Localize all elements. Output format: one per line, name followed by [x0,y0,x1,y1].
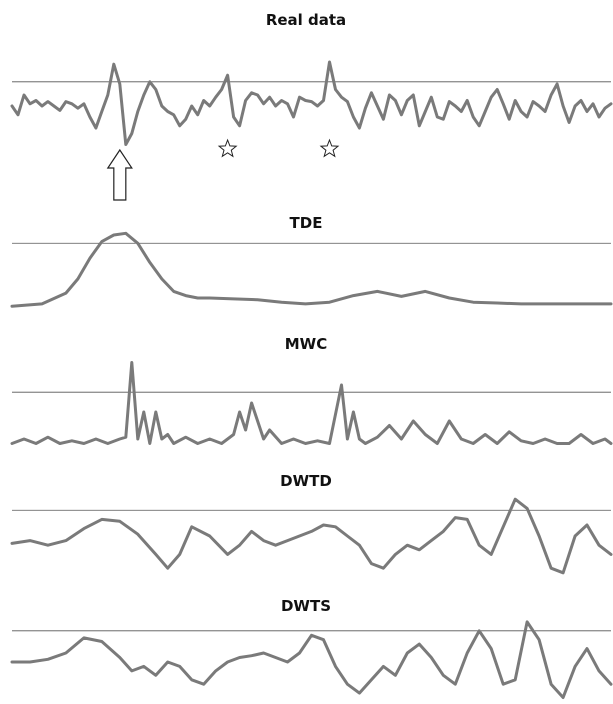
mwc-panel: MWC [10,335,613,445]
dwts-panel: DWTS [10,597,613,699]
real-data-signal-line [10,60,613,146]
tde-panel: TDE [10,214,613,308]
real-data-title: Real data [266,11,346,29]
mwc-title: MWC [285,335,327,353]
dwtd-signal-line [10,497,613,575]
tde-title: TDE [290,214,323,232]
star-icon [319,138,340,158]
up-arrow-icon [106,148,133,201]
dwtd-title: DWTD [280,472,332,490]
dwtd-panel: DWTD [10,472,613,575]
dwts-title: DWTS [281,597,331,615]
tde-signal-line [10,231,613,308]
star-icon [217,138,238,158]
dwts-signal-line [10,620,613,699]
real-data-panel: Real data [10,11,613,201]
mwc-signal-line [10,361,613,445]
